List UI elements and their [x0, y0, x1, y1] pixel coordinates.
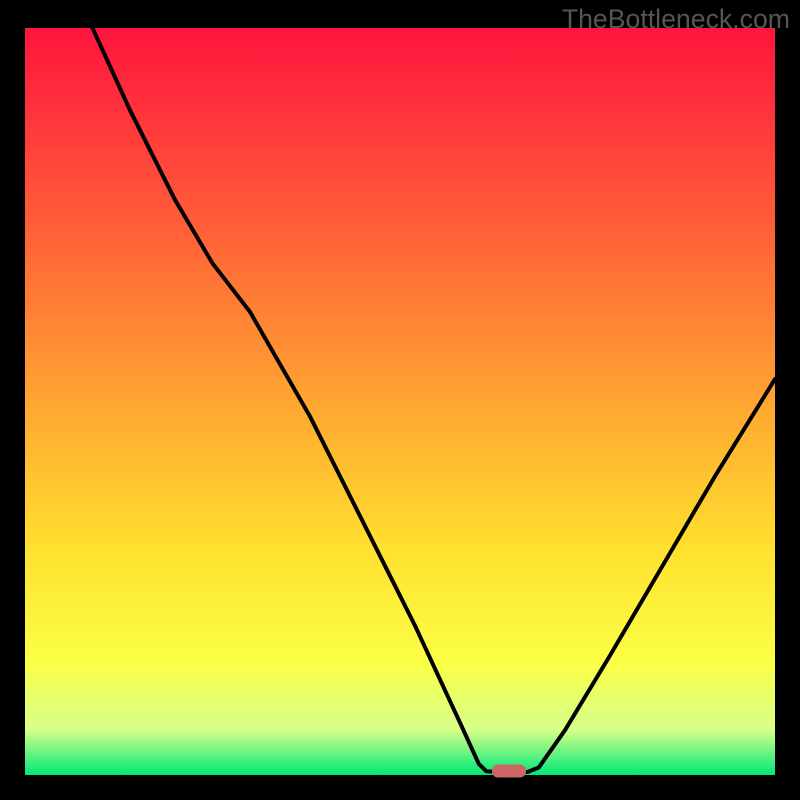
target-marker: [492, 764, 526, 777]
watermark-text: TheBottleneck.com: [562, 4, 790, 35]
chart-frame: TheBottleneck.com: [0, 0, 800, 800]
gradient-plot-area: [25, 28, 775, 775]
